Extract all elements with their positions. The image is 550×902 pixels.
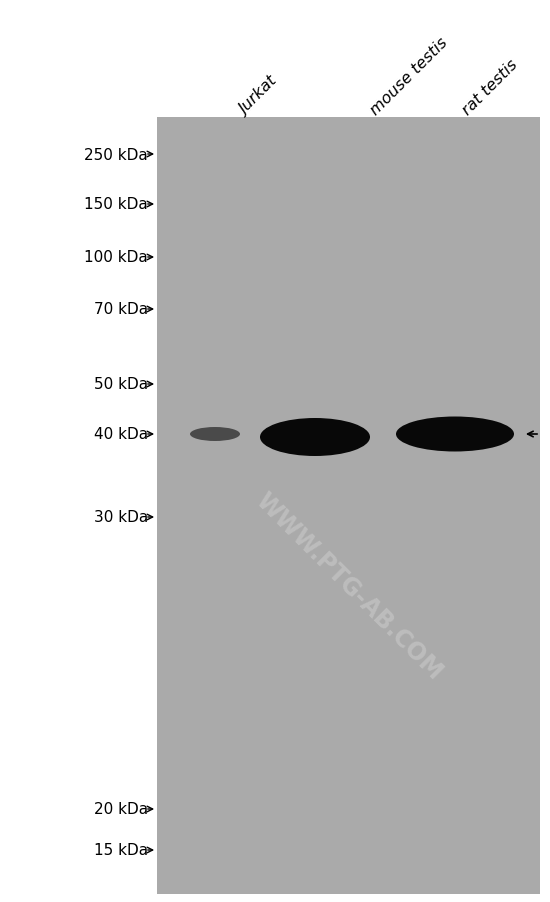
Bar bbox=[157, 118, 540, 894]
Text: 15 kDa: 15 kDa bbox=[94, 842, 148, 858]
Text: 30 kDa: 30 kDa bbox=[94, 510, 148, 525]
Text: WWW.PTG-AB.COM: WWW.PTG-AB.COM bbox=[250, 488, 447, 684]
Text: 40 kDa: 40 kDa bbox=[94, 427, 148, 442]
Text: 70 kDa: 70 kDa bbox=[94, 302, 148, 318]
Ellipse shape bbox=[190, 428, 240, 441]
Ellipse shape bbox=[260, 419, 370, 456]
Text: rat testis: rat testis bbox=[459, 57, 520, 118]
Ellipse shape bbox=[396, 417, 514, 452]
Text: 150 kDa: 150 kDa bbox=[84, 198, 148, 212]
Text: 250 kDa: 250 kDa bbox=[84, 147, 148, 162]
Text: 50 kDa: 50 kDa bbox=[94, 377, 148, 392]
Text: 20 kDa: 20 kDa bbox=[94, 802, 148, 816]
Text: Jurkat: Jurkat bbox=[238, 74, 281, 118]
Text: mouse testis: mouse testis bbox=[367, 35, 450, 118]
Text: 100 kDa: 100 kDa bbox=[84, 250, 148, 265]
